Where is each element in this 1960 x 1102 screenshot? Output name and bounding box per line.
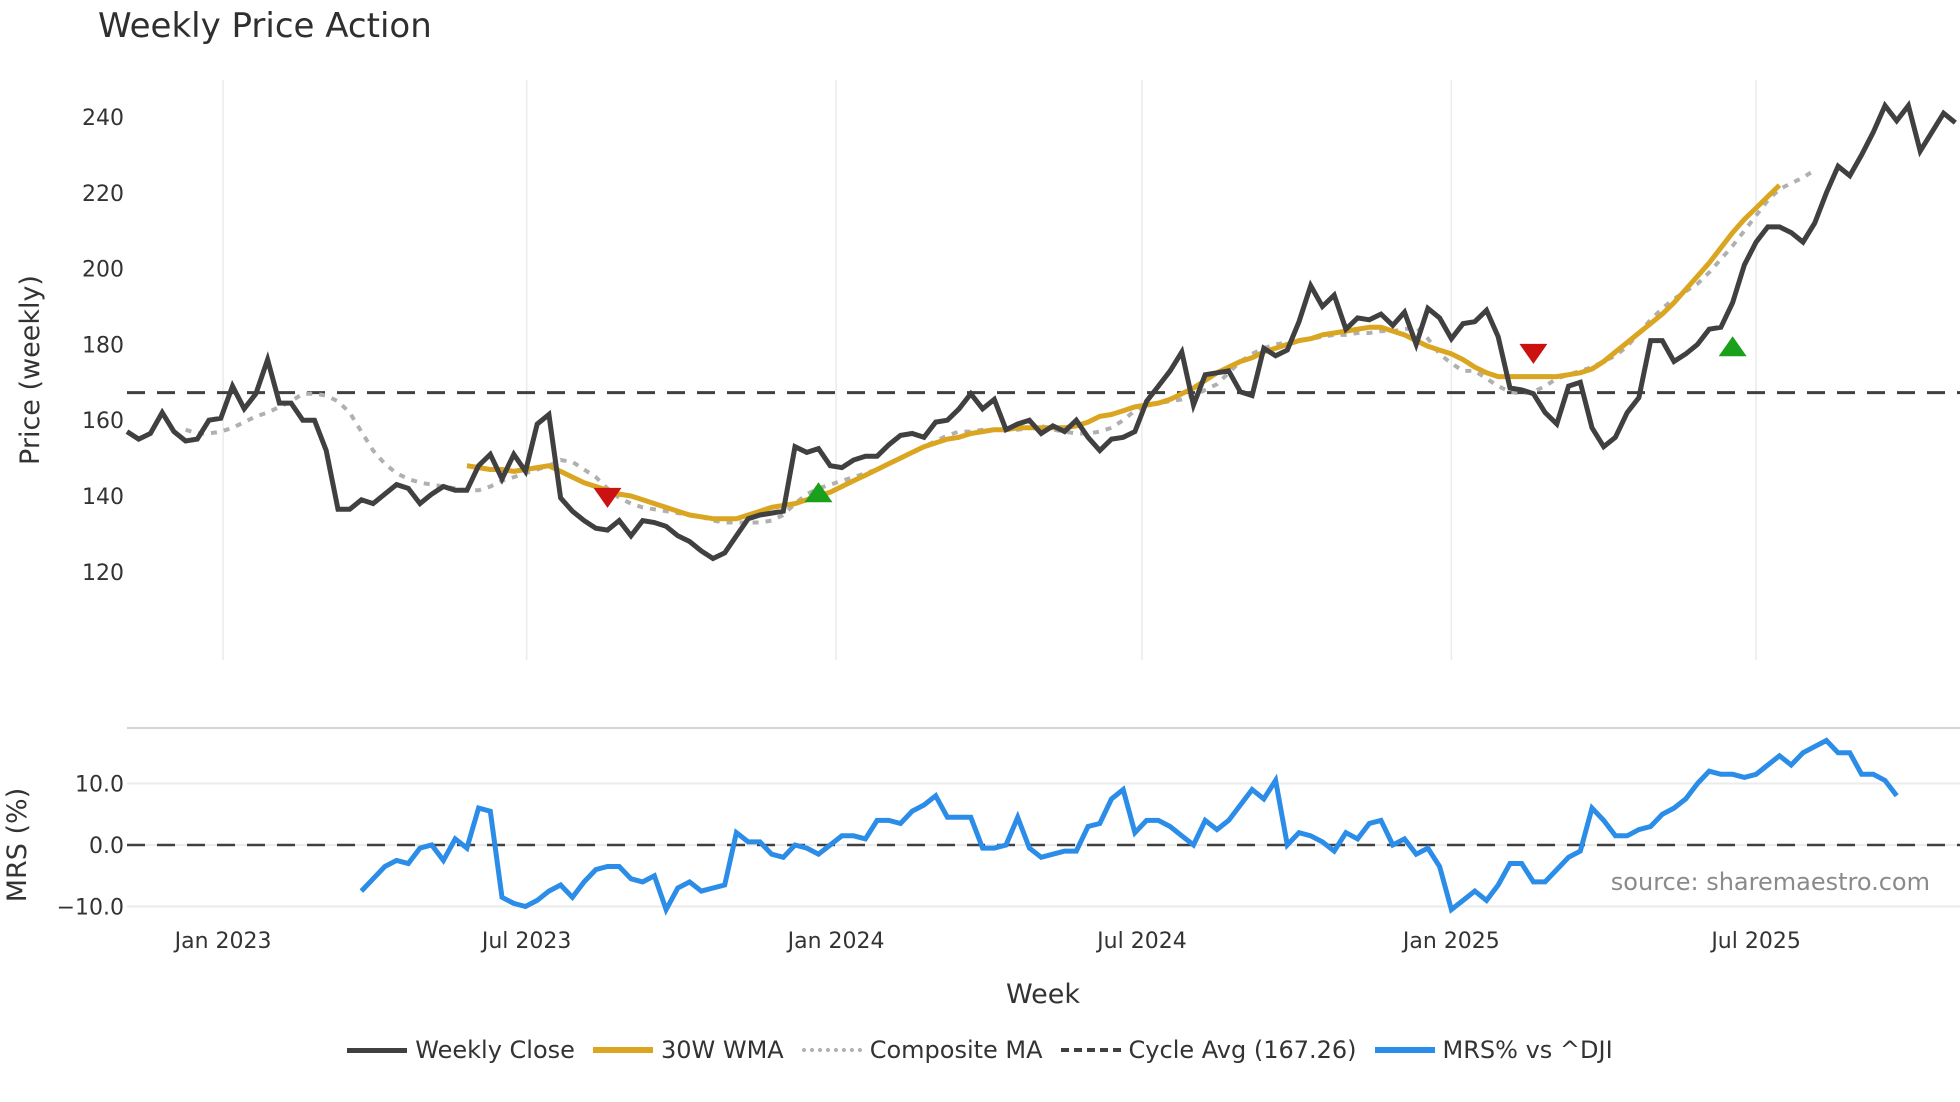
mrs-swatch-icon <box>1374 1047 1435 1053</box>
legend-item-composite: Composite MA <box>801 1036 1043 1064</box>
buy-signal-icon <box>1718 336 1747 357</box>
y-tick-label: 200 <box>82 258 124 283</box>
composite-swatch-icon <box>801 1048 862 1052</box>
legend: Weekly Close 30W WMA Composite MA Cycle Avg… <box>0 1036 1960 1064</box>
legend-label: MRS% vs ^DJI <box>1442 1036 1613 1064</box>
legend-label: Composite MA <box>869 1036 1043 1064</box>
mrs-y-axis: −10.0 0.0 10.0 <box>57 773 124 921</box>
price-plot <box>125 100 1960 562</box>
sell-signal-icon <box>1519 343 1548 364</box>
price-grid <box>222 80 1757 660</box>
source-note: source: sharemaestro.com <box>1611 868 1930 896</box>
legend-item-weekly-close: Weekly Close <box>347 1036 575 1064</box>
x-tick-label: Jan 2024 <box>786 929 885 954</box>
weekly-close-swatch-icon <box>347 1047 408 1053</box>
sell-signal-icon <box>593 487 622 508</box>
legend-label: Weekly Close <box>415 1036 575 1064</box>
chart-title: Weekly Price Action <box>98 6 432 46</box>
legend-label: Cycle Avg (167.26) <box>1128 1036 1357 1064</box>
y-tick-label: 140 <box>82 485 124 510</box>
y-tick-label: 240 <box>82 106 124 131</box>
y-tick-label: 120 <box>82 561 124 586</box>
x-axis: Jan 2023 Jul 2023 Jan 2024 Jul 2024 Jan 2025… <box>173 929 1801 954</box>
mrs-plot <box>127 737 1960 916</box>
mrs-y-axis-label: MRS (%) <box>2 788 33 903</box>
price-y-axis-label: Price (weekly) <box>15 275 46 465</box>
legend-label: 30W WMA <box>660 1036 784 1064</box>
buy-signal-icon <box>804 482 833 503</box>
x-axis-label: Week <box>1006 979 1080 1010</box>
x-tick-label: Jul 2025 <box>1709 929 1801 954</box>
legend-item-wma: 30W WMA <box>592 1036 784 1064</box>
y-tick-label: −10.0 <box>57 896 124 921</box>
price-y-axis: 120 140 160 180 200 220 240 <box>82 106 124 586</box>
x-tick-label: Jan 2025 <box>1401 929 1500 954</box>
y-tick-label: 180 <box>82 333 124 358</box>
y-tick-label: 160 <box>82 409 124 434</box>
x-tick-label: Jan 2023 <box>173 929 272 954</box>
composite-ma-line <box>184 168 1816 525</box>
wma-swatch-icon <box>592 1047 653 1053</box>
mrs-line <box>359 737 1899 916</box>
cycle-swatch-icon <box>1060 1048 1121 1052</box>
weekly-close-line <box>125 100 1957 562</box>
y-tick-label: 0.0 <box>89 834 124 859</box>
wma-line <box>466 183 1782 522</box>
signal-markers <box>593 336 1747 508</box>
legend-item-cycle: Cycle Avg (167.26) <box>1060 1036 1357 1064</box>
legend-item-mrs: MRS% vs ^DJI <box>1374 1036 1613 1064</box>
x-tick-label: Jul 2023 <box>480 929 572 954</box>
y-tick-label: 10.0 <box>75 773 124 798</box>
x-tick-label: Jul 2024 <box>1095 929 1187 954</box>
y-tick-label: 220 <box>82 182 124 207</box>
